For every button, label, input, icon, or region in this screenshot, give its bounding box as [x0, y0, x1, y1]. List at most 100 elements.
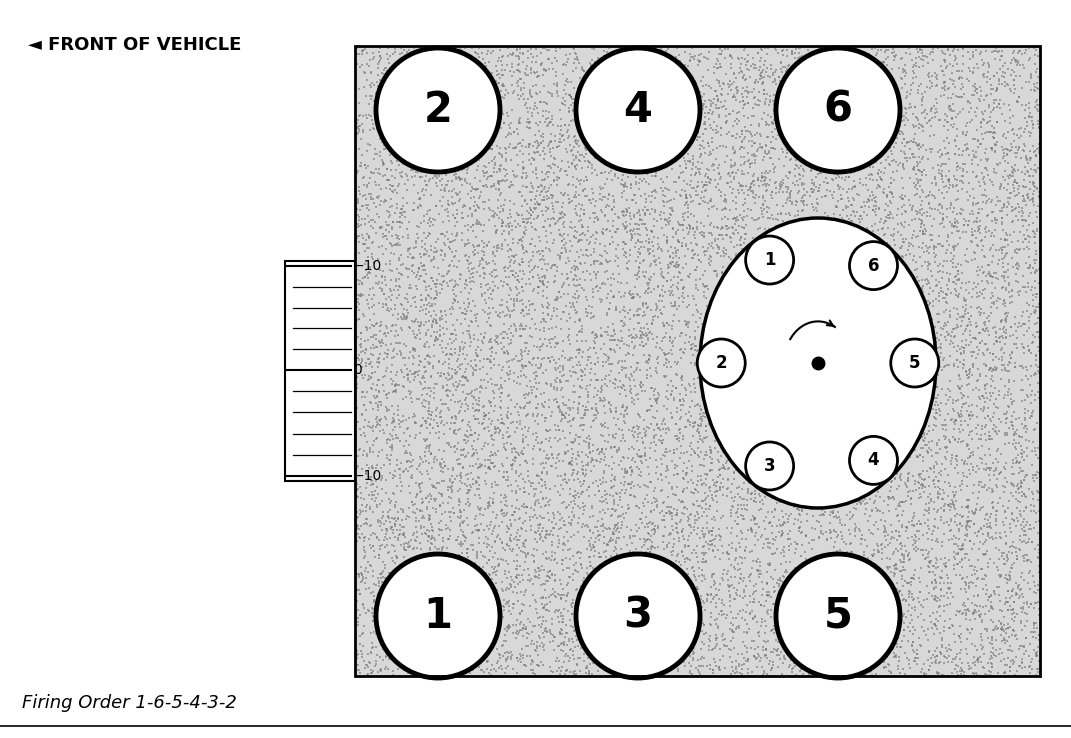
Point	[1016, 620, 1034, 632]
Point	[411, 427, 428, 439]
Point	[814, 277, 831, 289]
Point	[756, 368, 773, 380]
Point	[725, 642, 742, 654]
Point	[463, 157, 480, 169]
Point	[463, 467, 480, 479]
Point	[744, 170, 761, 182]
Point	[655, 497, 673, 508]
Point	[946, 500, 963, 512]
Point	[655, 543, 673, 555]
Point	[939, 582, 956, 594]
Point	[1017, 257, 1035, 269]
Point	[507, 455, 524, 467]
Point	[858, 474, 875, 486]
Point	[967, 332, 984, 344]
Point	[560, 76, 577, 88]
Point	[375, 518, 392, 530]
Point	[618, 101, 635, 113]
Point	[1004, 252, 1021, 264]
Point	[734, 669, 751, 681]
Point	[550, 424, 568, 435]
Point	[915, 392, 932, 404]
Point	[687, 547, 704, 559]
Point	[391, 289, 408, 300]
Point	[796, 106, 813, 118]
Point	[670, 494, 688, 506]
Point	[472, 461, 489, 472]
Point	[472, 644, 489, 655]
Point	[514, 180, 531, 192]
Point	[631, 410, 648, 421]
Point	[604, 490, 621, 502]
Point	[1031, 75, 1049, 86]
Point	[690, 372, 707, 384]
Point	[790, 439, 808, 451]
Point	[639, 81, 657, 93]
Point	[782, 145, 799, 157]
Point	[857, 144, 874, 156]
Point	[834, 345, 851, 357]
Point	[789, 514, 806, 526]
Point	[770, 643, 787, 655]
Point	[962, 102, 979, 114]
Point	[491, 520, 508, 532]
Point	[866, 627, 884, 638]
Point	[525, 298, 542, 310]
Point	[633, 332, 650, 344]
Point	[980, 521, 997, 533]
Point	[427, 309, 444, 321]
Point	[522, 375, 539, 387]
Point	[384, 375, 402, 387]
Point	[669, 277, 687, 289]
Point	[630, 479, 647, 491]
Point	[975, 463, 992, 475]
Point	[788, 538, 805, 550]
Point	[383, 593, 401, 604]
Point	[567, 386, 584, 398]
Point	[860, 385, 877, 397]
Point	[713, 334, 730, 346]
Point	[811, 434, 828, 446]
Point	[961, 410, 978, 421]
Point	[469, 602, 486, 614]
Point	[983, 370, 1000, 382]
Point	[1005, 87, 1022, 99]
Point	[887, 594, 904, 606]
Point	[968, 215, 985, 227]
Point	[944, 533, 961, 545]
Point	[464, 55, 481, 67]
Point	[736, 315, 753, 327]
Point	[648, 468, 665, 480]
Point	[522, 212, 539, 224]
Point	[893, 496, 910, 508]
Point	[421, 616, 438, 628]
Point	[764, 117, 781, 129]
Point	[452, 68, 469, 80]
Point	[469, 308, 486, 320]
Point	[360, 605, 377, 617]
Point	[712, 604, 729, 616]
Point	[569, 458, 586, 470]
Point	[721, 383, 738, 395]
Point	[970, 134, 987, 146]
Point	[840, 616, 857, 628]
Point	[946, 118, 963, 130]
Point	[463, 568, 480, 580]
Point	[979, 268, 996, 280]
Point	[962, 468, 979, 480]
Point	[689, 239, 706, 251]
Point	[667, 250, 684, 262]
Point	[353, 278, 371, 290]
Point	[643, 438, 660, 449]
Point	[387, 531, 404, 542]
Point	[390, 337, 407, 348]
Point	[721, 265, 738, 277]
Point	[858, 48, 875, 60]
Point	[793, 599, 810, 611]
Point	[711, 61, 728, 73]
Point	[377, 474, 394, 486]
Point	[874, 223, 891, 235]
Point	[1030, 138, 1047, 150]
Point	[563, 145, 580, 157]
Point	[847, 531, 864, 542]
